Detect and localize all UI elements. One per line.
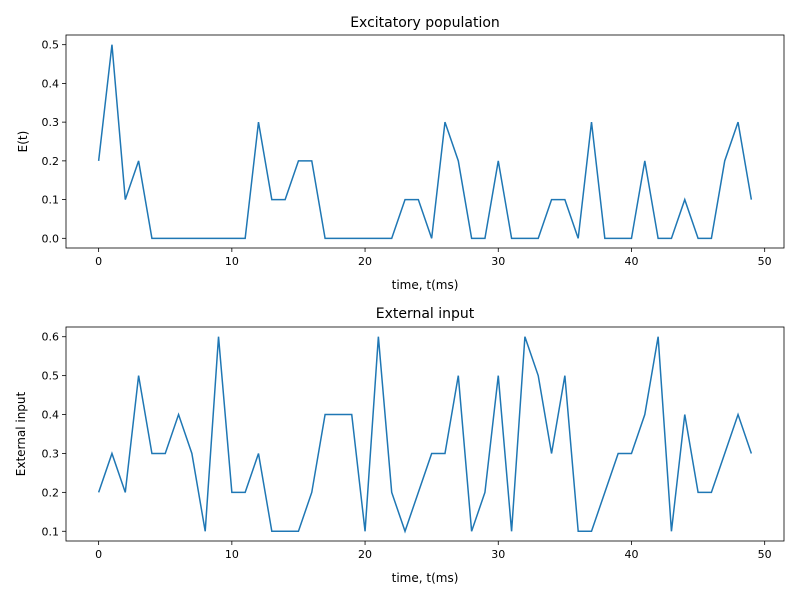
plot-frame (65, 326, 785, 542)
plot-frame (65, 34, 785, 249)
x-tick-label: 40 (624, 255, 638, 268)
y-tick-label: 0.3 (42, 116, 60, 129)
x-tick-label: 0 (95, 548, 102, 561)
x-tick-label: 50 (758, 255, 772, 268)
x-axis-label: time, t(ms) (392, 571, 459, 585)
y-tick-label: 0.2 (42, 486, 60, 499)
tick-group: 0 10 20 30 40 50 0.0 0.1 0.2 0.3 0.4 0.5 (42, 39, 772, 268)
y-tick-label: 0.0 (42, 232, 60, 245)
y-tick-label: 0.1 (42, 525, 60, 538)
y-tick-label: 0.4 (42, 409, 60, 422)
x-axis-label: time, t(ms) (392, 278, 459, 292)
x-tick-label: 30 (491, 548, 505, 561)
y-axis-label: External input (14, 391, 28, 476)
series-line (97, 44, 753, 240)
y-tick-label: 0.5 (42, 39, 60, 52)
y-tick-label: 0.3 (42, 447, 60, 460)
y-tick-label: 0.6 (42, 331, 60, 344)
x-tick-label: 40 (624, 548, 638, 561)
series-line (97, 336, 753, 534)
x-tick-label: 10 (225, 548, 239, 561)
subplot-external-input: External input 0 10 20 30 40 50 0.1 0.2 0.3 0.4 0.… (14, 306, 785, 585)
tick-group: 0 10 20 30 40 50 0.1 0.2 0.3 0.4 0.5 0.6 (42, 331, 772, 561)
subplot-excitatory: Excitatory population 0 10 20 30 40 500.00.10… (16, 15, 785, 292)
x-tick-label: 50 (758, 548, 772, 561)
x-tick-label: 10 (225, 255, 239, 268)
x-tick-label: 20 (358, 548, 372, 561)
x-tick-label: 20 (358, 255, 372, 268)
y-tick-label: 0.5 (42, 370, 60, 383)
y-tick-label: 0.4 (42, 77, 60, 90)
x-tick-label: 0 (95, 255, 102, 268)
chart-title: External input (376, 306, 475, 322)
y-axis-label: E(t) (16, 131, 30, 153)
y-tick-label: 0.2 (42, 155, 60, 168)
y-tick-label: 0.1 (42, 194, 60, 207)
x-tick-label: 30 (491, 255, 505, 268)
chart-title: Excitatory population (350, 15, 500, 31)
